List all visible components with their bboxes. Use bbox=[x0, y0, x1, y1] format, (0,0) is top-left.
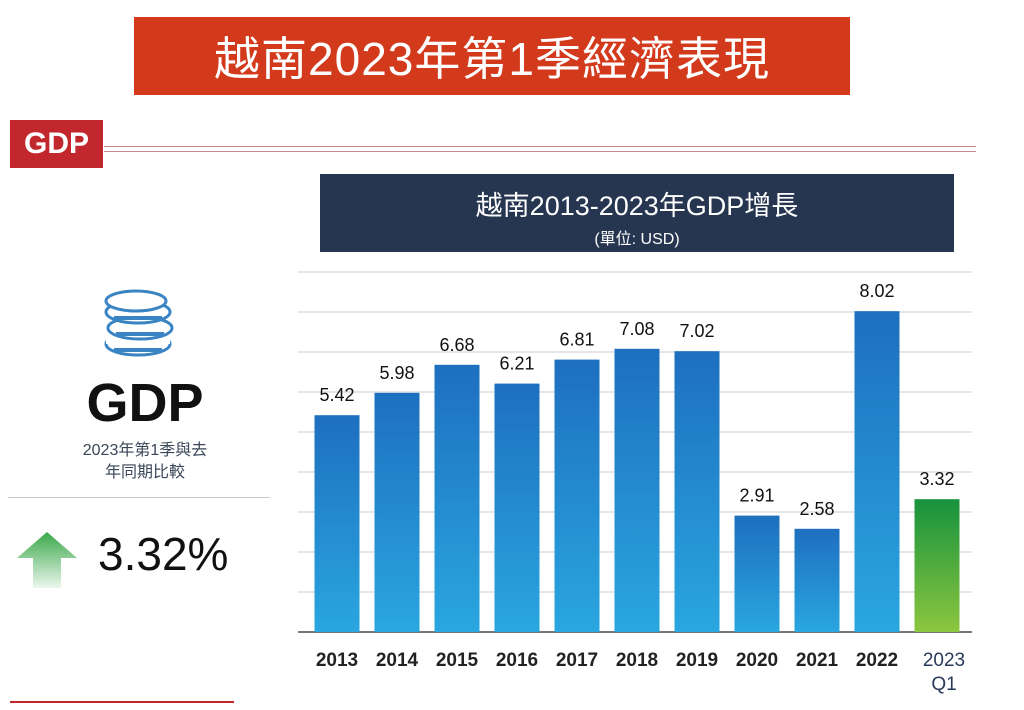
data-label: 8.02 bbox=[859, 281, 894, 301]
bar-2022 bbox=[854, 311, 900, 632]
summary-description-line2: 年同期比較 bbox=[104, 464, 185, 481]
bar-2016 bbox=[494, 383, 540, 632]
data-label: 2.58 bbox=[799, 499, 834, 519]
summary-label: GDP bbox=[86, 373, 204, 433]
coins-icon bbox=[104, 289, 174, 357]
bar-2019 bbox=[674, 351, 720, 632]
summary-value: 3.32% bbox=[98, 528, 229, 580]
x-tick-label: 2023 bbox=[923, 650, 965, 671]
x-tick-label: 2013 bbox=[316, 650, 358, 671]
data-label: 7.08 bbox=[619, 319, 654, 339]
data-label: 2.91 bbox=[739, 486, 774, 506]
chart-title: 越南2013-2023年GDP增長 bbox=[475, 191, 799, 221]
x-tick-label: 2014 bbox=[376, 650, 419, 671]
x-tick-label: 2021 bbox=[796, 650, 839, 671]
data-label: 7.02 bbox=[679, 321, 714, 341]
bottom-divider bbox=[10, 701, 234, 703]
bar-2018 bbox=[614, 348, 660, 632]
x-tick-label: 2018 bbox=[616, 650, 658, 671]
arrow-up-icon bbox=[17, 532, 77, 588]
data-label: 5.98 bbox=[379, 363, 414, 383]
bar-2021 bbox=[794, 528, 840, 632]
bar-2013 bbox=[314, 415, 360, 632]
data-label: 6.21 bbox=[499, 354, 534, 374]
data-label: 6.68 bbox=[439, 335, 474, 355]
summary-description: 2023年第1季與去 年同期比較 bbox=[40, 440, 250, 484]
data-label: 3.32 bbox=[919, 469, 954, 489]
section-divider bbox=[104, 146, 976, 152]
chart-title-box: 越南2013-2023年GDP增長 (單位: USD) bbox=[320, 174, 954, 252]
x-tick-label: 2019 bbox=[676, 650, 718, 671]
section-tag: GDP bbox=[10, 120, 103, 168]
page-title-banner: 越南2023年第1季經濟表現 bbox=[134, 17, 850, 95]
x-tick-label: Q1 bbox=[931, 674, 956, 695]
bar-2017 bbox=[554, 359, 600, 632]
x-tick-label: 2020 bbox=[736, 650, 778, 671]
data-label: 6.81 bbox=[559, 330, 594, 350]
bar-2015 bbox=[434, 364, 480, 632]
summary-divider bbox=[8, 497, 270, 498]
bar-2020 bbox=[734, 515, 780, 632]
x-tick-label: 2016 bbox=[496, 650, 538, 671]
page-title: 越南2023年第1季經濟表現 bbox=[214, 33, 770, 85]
bar-2023-Q1 bbox=[914, 499, 960, 632]
x-tick-label: 2015 bbox=[436, 650, 479, 671]
summary-description-line1: 2023年第1季與去 bbox=[82, 442, 208, 459]
data-label: 5.42 bbox=[319, 385, 354, 405]
x-tick-label: 2017 bbox=[556, 650, 598, 671]
chart-subtitle: (單位: USD) bbox=[594, 231, 680, 248]
bar-2014 bbox=[374, 392, 420, 632]
x-tick-label: 2022 bbox=[856, 650, 898, 671]
